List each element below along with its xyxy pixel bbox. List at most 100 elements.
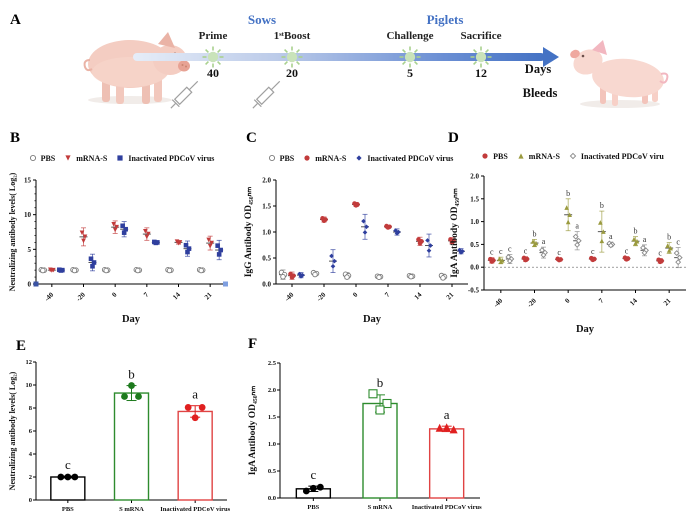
svg-text:1.5: 1.5 [268,414,277,421]
svg-text:0: 0 [351,290,359,298]
chart-igg-antibody-timecourse: PBS mRNA-S Inactivated PDCoV virus 0.0 0.5 1.… [242,150,478,330]
legend-b: PBS mRNA-S Inactivated PDCoV virus [6,150,236,166]
svg-text:0.5: 0.5 [268,468,277,475]
svg-text:5: 5 [28,246,32,254]
svg-text:2.5: 2.5 [268,360,277,367]
piglet-image [570,40,669,108]
legend-item: PBS [28,153,55,163]
legend-item: mRNA-S [516,151,560,161]
svg-text:15: 15 [24,177,32,185]
series-mRNA-S [47,220,215,273]
event-day: 5 [407,66,413,80]
svg-text:1.5: 1.5 [262,203,271,211]
svg-text:c: c [310,467,316,482]
event-name: Prime [198,30,228,42]
svg-text:b: b [667,233,671,242]
svg-text:21: 21 [203,290,214,301]
svg-text:7: 7 [383,290,391,298]
svg-text:a: a [542,237,546,246]
legend-label: Inactivated PDCoV virus [367,153,454,163]
legend-label: PBS [279,153,295,163]
event-day: 40 [207,66,219,80]
svg-text:1.5: 1.5 [470,195,479,203]
legend-d: PBS mRNA-S Inactivated PDCoV viru [448,148,696,164]
svg-text:b: b [128,367,135,382]
svg-text:a: a [575,222,579,231]
event-challenge: Challenge 5 [370,30,450,96]
syringe-icon [252,80,281,109]
bar-Inactivated PDCoV virus: a [177,387,213,501]
svg-text:IgA Antibody OD₄₅₀ₙₘ: IgA Antibody OD₄₅₀ₙₘ [450,188,460,278]
panel-label-c: C [246,130,257,146]
svg-text:c: c [524,247,528,256]
legend-item: PBS [480,151,508,161]
chart-iga-antibody-bars: 0.0 0.5 1.0 1.5 2.0 2.5 IgA Antibody OD₄₅₀ₙₘ PB… [246,356,494,517]
svg-text:0.0: 0.0 [268,495,276,502]
svg-text:-40: -40 [283,290,296,303]
svg-text:-20: -20 [315,290,328,303]
chart-svg-d: -0.5 0.0 0.5 1.0 1.5 2.0 -40 -20 0 7 14 21 Day IgA An… [450,173,686,335]
chart-svg-b: 0 5 10 15 -40 -20 0 7 14 21 Day Neutralizing antibo… [8,172,228,325]
svg-text:c: c [65,457,71,472]
legend-item: mRNA-S [302,153,346,163]
chart-neutralizing-antibody-timecourse: PBS mRNA-S Inactivated PDCoV virus 0 5 10 15 -4… [6,150,236,330]
legend-marker-icon [117,155,123,161]
svg-text:7: 7 [597,296,605,304]
bar-PBS: c [295,467,332,499]
axes: 0.0 0.5 1.0 1.5 2.0 -40 -20 0 7 14 21 Day IgG Antibo… [244,177,468,325]
timepoint-sun-icon [281,46,303,68]
svg-text:c: c [508,244,512,253]
svg-text:a: a [444,407,450,422]
svg-text:0.0: 0.0 [470,264,479,272]
series-Inactivated PDCoV virus [56,221,224,273]
svg-text:S mRNA: S mRNA [368,504,393,511]
legend-item: Inactivated PDCoV virus [354,153,453,163]
svg-text:21: 21 [445,290,456,301]
timepoint-sun-icon [399,46,421,68]
svg-text:14: 14 [628,296,639,307]
svg-text:Inactivated PDCoV virus: Inactivated PDCoV virus [160,506,230,513]
svg-text:0.0: 0.0 [262,281,271,289]
svg-text:0.5: 0.5 [262,255,271,263]
chart-iga-antibody-timecourse: PBS mRNA-S Inactivated PDCoV viru -0.5 0.0 0.… [448,148,696,340]
bar-S mRNA: b [113,367,150,501]
event-sacrifice: Sacrifice 12 [441,30,521,96]
svg-text:PBS: PBS [307,504,319,511]
legend-item: PBS [267,153,295,163]
panel-label-d: D [448,130,459,146]
svg-text:10: 10 [24,211,32,219]
svg-text:Day: Day [122,314,141,325]
svg-text:c: c [499,247,503,256]
panel-label-e: E [16,338,27,354]
bar-Inactivated PDCoV virus: a [428,407,465,499]
svg-text:-40: -40 [43,290,56,303]
series-mRNA-S [288,201,456,280]
panel-label-a: A [10,12,21,28]
event-prime: Prime 40 [173,30,253,96]
legend-item: Inactivated PDCoV virus [115,153,214,163]
timepoint-sun-icon [202,46,224,68]
timepoint-sun-icon [470,46,492,68]
svg-text:b: b [377,375,384,390]
sows-title: Sows [247,12,277,27]
event-name: Challenge [386,30,434,42]
event-day: 20 [286,66,298,80]
chart-svg-e: 0 2 4 6 8 10 12 Neutralizing antibody levels( L… [8,359,231,513]
event-day: 12 [475,66,487,80]
svg-text:b: b [533,229,537,238]
syringe-icon [170,80,199,109]
svg-text:c: c [557,248,561,257]
svg-text:b: b [600,201,604,210]
legend-marker-icon [29,154,36,162]
timeline-arrowhead-icon [543,47,559,67]
legend-marker-icon [518,153,524,159]
legend-label: mRNA-S [76,153,108,163]
svg-text:0: 0 [28,281,32,289]
svg-text:10: 10 [26,382,33,389]
svg-text:1.0: 1.0 [268,441,276,448]
svg-text:8: 8 [29,405,33,412]
event-name: Sacrifice [460,30,502,42]
svg-text:Day: Day [363,314,382,325]
svg-text:c: c [658,249,662,258]
